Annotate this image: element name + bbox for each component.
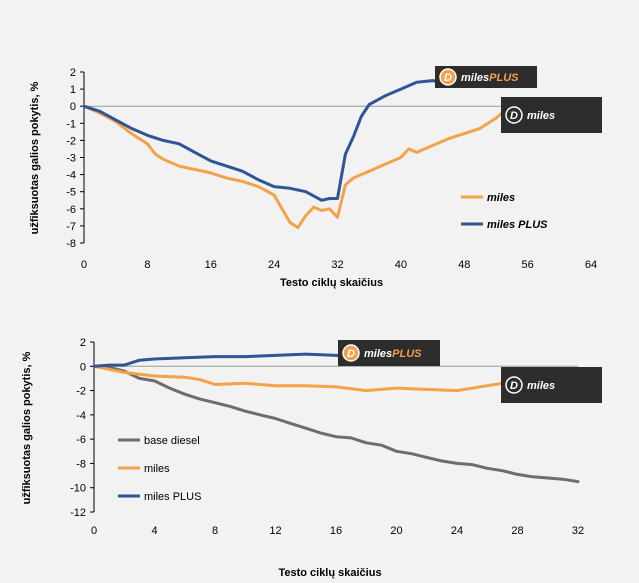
y-tick-label: -5 — [66, 187, 76, 199]
y-tick-label: 0 — [70, 101, 76, 113]
x-tick-label: 56 — [522, 259, 534, 271]
badge-d-logo-icon — [505, 106, 523, 124]
legend-label: miles PLUS — [487, 219, 548, 231]
series-line-miles-plus — [82, 79, 442, 202]
x-tick-label: 4 — [151, 525, 157, 537]
legend-label: miles — [144, 463, 170, 475]
series-line-miles-plus — [92, 352, 353, 368]
series-line-miles — [92, 364, 519, 393]
legend-label: miles PLUS — [144, 491, 201, 503]
x-axis-title: Testo ciklų skaičius — [280, 277, 383, 289]
chart-1: 2 1 0 -1 -2 -3 -4 -5 -6 -7 -8 0 8 16 24 32 40 48 56 64 Testo… — [29, 66, 602, 289]
x-tick-label: 12 — [269, 525, 281, 537]
y-tick-label: 2 — [80, 337, 86, 349]
badge-brand-text: milesPLUS — [461, 72, 519, 84]
x-tick-label: 20 — [390, 525, 402, 537]
badge-d-letter: D — [510, 110, 518, 122]
badge-d-logo-icon — [342, 344, 360, 362]
legend-label: base diesel — [144, 435, 200, 447]
y-tick-label: -8 — [66, 238, 76, 250]
y-tick-label: -7 — [66, 221, 76, 233]
badge-brand-word: miles — [527, 380, 555, 392]
x-tick-label: 64 — [585, 259, 597, 271]
badge-background — [501, 97, 602, 133]
y-tick-label: -4 — [76, 410, 86, 422]
y-tick-label: -3 — [66, 153, 76, 165]
legend: base diesel miles miles PLUS — [118, 435, 201, 503]
badge-brand-word: miles — [527, 110, 555, 122]
x-tick-label: 28 — [511, 525, 523, 537]
legend: miles miles PLUS — [461, 192, 548, 231]
y-tick-label: 1 — [70, 84, 76, 96]
badge-brand-text: milesPLUS — [364, 348, 422, 360]
y-tick-label: 2 — [70, 67, 76, 79]
x-tick-label: 8 — [144, 259, 150, 271]
badge-d-logo-icon — [505, 376, 523, 394]
x-tick-label: 24 — [268, 259, 280, 271]
x-tick-label: 40 — [395, 259, 407, 271]
y-tick-label: -8 — [76, 458, 86, 470]
y-tick-label: -2 — [66, 135, 76, 147]
x-tick-label: 16 — [330, 525, 342, 537]
y-tick-label: -4 — [66, 170, 76, 182]
badge-brand-word: miles — [364, 348, 392, 360]
x-axis-title: Testo ciklų skaičius — [278, 567, 381, 579]
y-tick-label: -6 — [66, 204, 76, 216]
x-tick-label: 32 — [572, 525, 584, 537]
x-tick-label: 0 — [81, 259, 87, 271]
badge-d-letter: D — [347, 348, 355, 360]
x-tick-label: 8 — [212, 525, 218, 537]
series-line-miles — [82, 104, 506, 230]
x-tick-label: 16 — [205, 259, 217, 271]
x-tick-label: 48 — [458, 259, 470, 271]
y-tick-label: -2 — [76, 386, 86, 398]
badge-brand-suffix: PLUS — [392, 348, 422, 360]
y-axis-title: užfiksuotas galios pokytis, % — [29, 81, 41, 234]
y-tick-label: 0 — [80, 361, 86, 373]
y-tick-label: -12 — [70, 507, 86, 519]
y-tick-label: -6 — [76, 434, 86, 446]
badge-brand-suffix: PLUS — [489, 72, 519, 84]
badge-d-letter: D — [510, 380, 518, 392]
legend-label: miles — [487, 192, 515, 204]
y-tick-label: -1 — [66, 118, 76, 130]
badge-d-logo-icon — [439, 68, 457, 86]
badge-brand-word: miles — [461, 72, 489, 84]
y-tick-label: -10 — [70, 483, 86, 495]
x-tick-label: 32 — [331, 259, 343, 271]
badge-background — [435, 66, 537, 88]
badge-d-letter: D — [444, 72, 452, 84]
y-axis-title: užfiksuotas galios pokytis, % — [21, 351, 33, 504]
series-line-base-diesel — [92, 364, 580, 484]
badge-brand-text: miles — [527, 380, 555, 392]
x-tick-label: 24 — [451, 525, 463, 537]
x-tick-label: 0 — [91, 525, 97, 537]
badge-brand-text: miles — [527, 110, 555, 122]
badge-background — [501, 367, 602, 403]
